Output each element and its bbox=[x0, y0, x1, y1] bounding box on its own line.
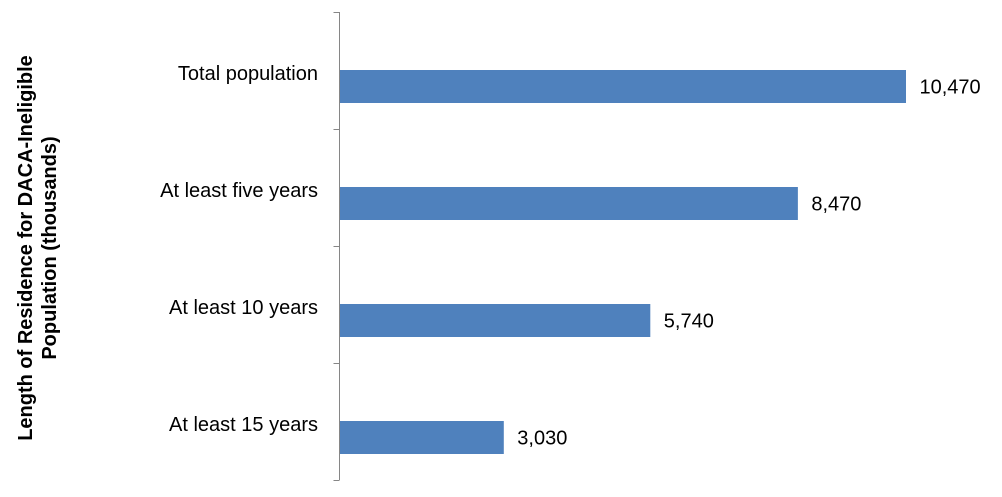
bar bbox=[340, 304, 650, 337]
category-label: At least five years bbox=[160, 180, 318, 202]
data-label: 8,470 bbox=[811, 194, 861, 216]
labels: Total population 10,470 At least five year… bbox=[160, 63, 981, 450]
bar bbox=[340, 187, 798, 220]
data-label: 5,740 bbox=[664, 311, 714, 333]
y-axis bbox=[334, 12, 340, 481]
y-axis-title-line-1: Length of Residence for DACA-Ineligible bbox=[15, 55, 37, 441]
y-axis-title: Length of Residence for DACA-Ineligible … bbox=[15, 55, 61, 441]
y-axis-title-line-2: Population (thousands) bbox=[39, 136, 61, 359]
data-label: 3,030 bbox=[517, 428, 567, 450]
bar bbox=[340, 421, 504, 454]
data-label: 10,470 bbox=[920, 77, 981, 99]
category-label: At least 10 years bbox=[169, 297, 318, 319]
bar bbox=[340, 70, 906, 103]
category-label: At least 15 years bbox=[169, 414, 318, 436]
category-label: Total population bbox=[178, 63, 318, 85]
bars bbox=[340, 70, 906, 454]
